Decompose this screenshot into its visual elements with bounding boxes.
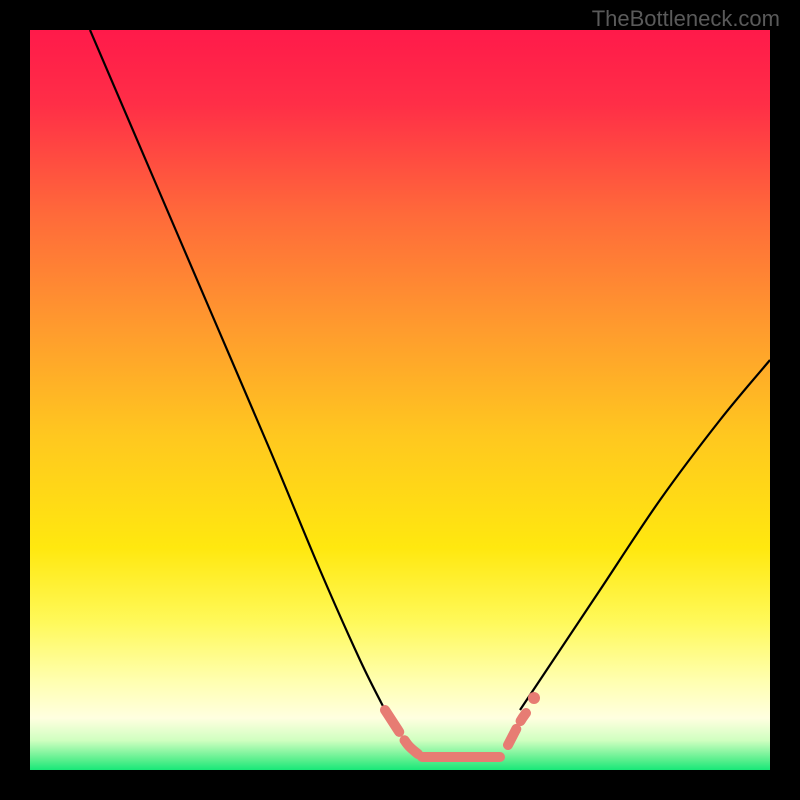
plot-area [30,30,770,770]
right-curve-bottom-segment [508,713,526,745]
watermark-text: TheBottleneck.com [592,6,780,32]
left-curve-bottom-segment [385,710,418,754]
salmon-dot-marker [528,692,540,704]
left-curve [90,30,385,710]
curve-layer [30,30,770,770]
right-curve [520,360,770,710]
